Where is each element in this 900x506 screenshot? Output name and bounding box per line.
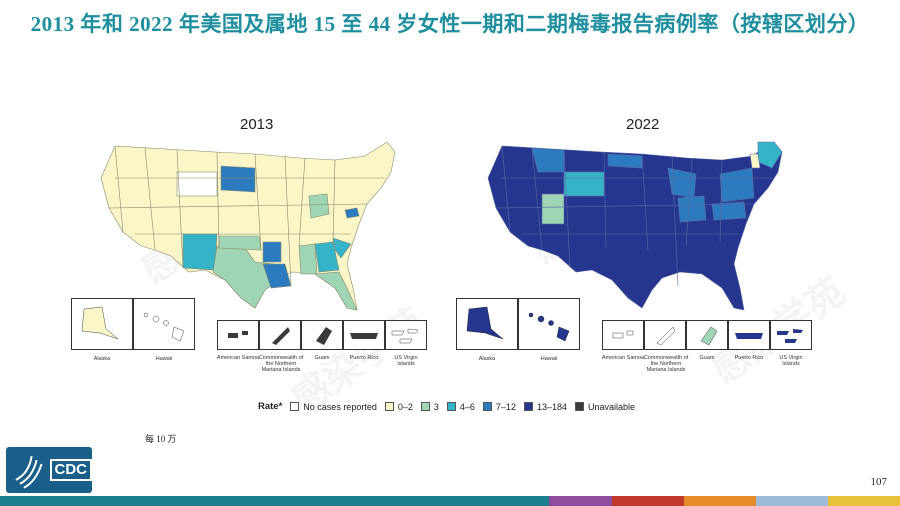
legend-swatch [523, 402, 533, 411]
inset-american-samoa-2022 [602, 320, 644, 350]
inset-label-hawaii: Hawaii [540, 356, 558, 362]
inset-label-usvi: US Virgin Islands [394, 355, 418, 367]
map-title-2022: 2022 [626, 116, 660, 133]
footer-segment [684, 496, 756, 506]
map-title-2013: 2013 [240, 116, 274, 133]
footer-segment [612, 496, 684, 506]
inset-usvi-2022 [770, 320, 812, 350]
legend-item-4-6: 4–6 [446, 401, 475, 412]
legend-item-13-184: 13–184 [523, 401, 567, 412]
inset-hawaii-2013 [133, 298, 195, 350]
footer-segment [0, 496, 549, 506]
inset-label-american-samoa: American Samoa [601, 355, 645, 361]
inset-alaska-2022 [456, 298, 518, 350]
inset-cnmi-2013 [259, 320, 301, 350]
footer-segment [756, 496, 828, 506]
cdc-logo-text: CDC [49, 459, 92, 481]
legend-label: 4–6 [459, 401, 475, 412]
inset-label-alaska: Alaska [93, 356, 111, 362]
legend-swatch [420, 402, 430, 411]
legend-label: 7–12 [495, 401, 516, 412]
inset-american-samoa-2013 [217, 320, 259, 350]
inset-puerto-rico-2013 [343, 320, 385, 350]
inset-label-puerto-rico: Puerto Rico [734, 355, 764, 361]
footer-segment [828, 496, 900, 506]
inset-usvi-2013 [385, 320, 427, 350]
inset-label-american-samoa: American Samoa [216, 355, 260, 361]
inset-label-alaska: Alaska [478, 356, 496, 362]
legend-label: 0–2 [397, 401, 413, 412]
inset-guam-2022 [686, 320, 728, 350]
inset-label-usvi: US Virgin Islands [779, 355, 803, 367]
legend-item-3: 3 [420, 401, 439, 412]
legend-swatch [446, 402, 456, 411]
us-map-2022 [487, 141, 783, 311]
footnote-per-100k: 每 10 万 [145, 434, 177, 444]
us-map-2013 [100, 141, 396, 311]
inset-label-puerto-rico: Puerto Rico [349, 355, 379, 361]
footer-segment [549, 496, 612, 506]
footer-color-bar [0, 496, 900, 506]
legend-item-no-cases: No cases reported [290, 402, 377, 412]
inset-alaska-2013 [71, 298, 133, 350]
legend-title: Rate* [258, 401, 283, 412]
legend-label: 13–184 [536, 401, 567, 412]
legend-swatch [290, 402, 300, 411]
legend-label: 3 [433, 401, 439, 412]
legend-swatch [575, 402, 584, 411]
inset-cnmi-2022 [644, 320, 686, 350]
inset-label-cnmi: Commonwealth of the Northern Mariana Isl… [643, 355, 689, 373]
cdc-logo: CDC [6, 447, 92, 493]
slide-title: 2013 年和 2022 年美国及属地 15 至 44 岁女性一期和二期梅毒报告… [30, 12, 870, 36]
legend-swatch [482, 402, 492, 411]
legend-item-0-2: 0–2 [384, 401, 413, 412]
inset-guam-2013 [301, 320, 343, 350]
inset-label-guam: Guam [314, 355, 330, 361]
map-legend: Rate* No cases reported 0–2 3 4–6 7–12 1… [258, 401, 643, 412]
inset-puerto-rico-2022 [728, 320, 770, 350]
legend-item-unavailable: Unavailable [575, 402, 635, 412]
legend-label: Unavailable [588, 401, 636, 412]
legend-label: No cases reported [303, 401, 377, 412]
legend-swatch [384, 402, 394, 411]
hhs-eagle-icon [15, 456, 43, 489]
inset-label-hawaii: Hawaii [155, 356, 173, 362]
page-number: 107 [870, 476, 888, 488]
inset-label-guam: Guam [699, 355, 715, 361]
inset-hawaii-2022 [518, 298, 580, 350]
legend-item-7-12: 7–12 [482, 401, 516, 412]
inset-label-cnmi: Commonwealth of the Northern Mariana Isl… [258, 355, 304, 373]
